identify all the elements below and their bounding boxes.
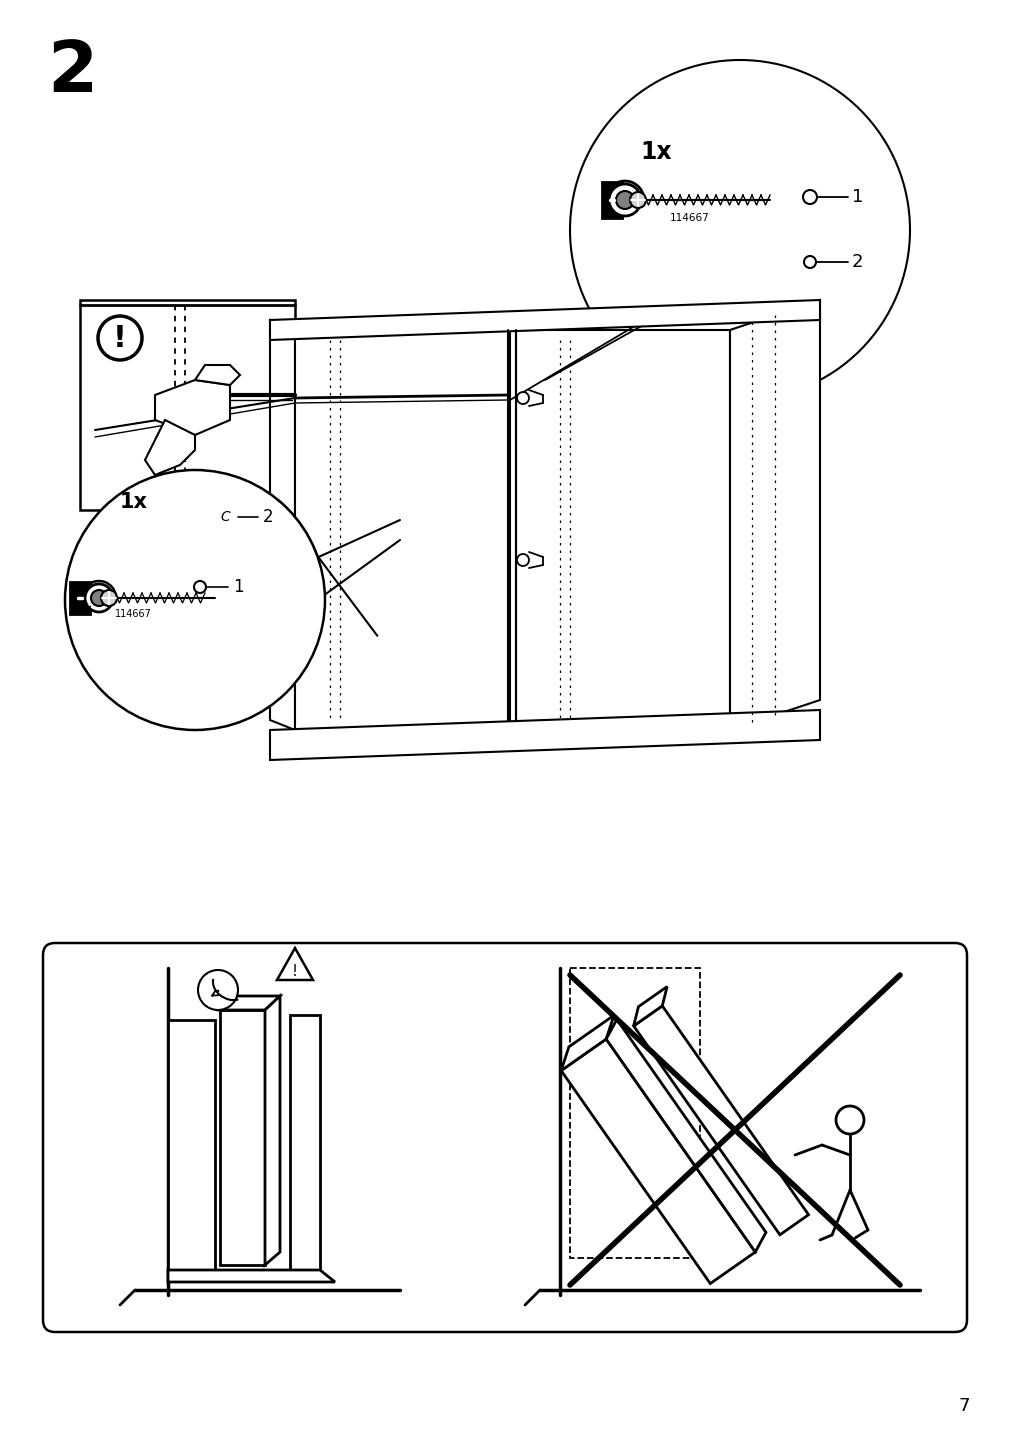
Polygon shape — [633, 987, 666, 1025]
Circle shape — [517, 392, 529, 404]
Text: 2: 2 — [47, 37, 97, 106]
Polygon shape — [168, 1270, 335, 1282]
Circle shape — [198, 969, 238, 1010]
FancyBboxPatch shape — [42, 944, 967, 1332]
Polygon shape — [145, 420, 195, 475]
Circle shape — [803, 256, 815, 268]
Polygon shape — [270, 299, 819, 339]
Circle shape — [835, 1106, 863, 1134]
Polygon shape — [270, 319, 295, 730]
Circle shape — [101, 590, 117, 606]
Polygon shape — [219, 997, 280, 1010]
Circle shape — [194, 581, 206, 593]
Text: 1x: 1x — [120, 493, 148, 513]
Polygon shape — [70, 581, 90, 614]
Polygon shape — [270, 710, 819, 760]
Circle shape — [802, 190, 816, 203]
Polygon shape — [295, 329, 510, 730]
Polygon shape — [560, 1015, 614, 1071]
FancyBboxPatch shape — [80, 299, 295, 510]
Text: 114667: 114667 — [669, 213, 709, 223]
Circle shape — [65, 470, 325, 730]
Polygon shape — [195, 365, 240, 385]
Polygon shape — [633, 1005, 808, 1234]
Text: 1: 1 — [851, 188, 862, 206]
Polygon shape — [265, 997, 280, 1264]
Polygon shape — [168, 1020, 214, 1270]
Polygon shape — [219, 1010, 265, 1264]
Text: C: C — [220, 510, 229, 524]
Polygon shape — [560, 1040, 754, 1283]
Polygon shape — [290, 1015, 319, 1270]
Circle shape — [569, 60, 909, 400]
Circle shape — [609, 183, 640, 216]
Circle shape — [616, 190, 633, 209]
Circle shape — [630, 192, 645, 208]
Text: !: ! — [113, 324, 126, 352]
Polygon shape — [602, 182, 622, 218]
Circle shape — [517, 554, 529, 566]
Text: ·: · — [214, 982, 221, 1001]
Text: !: ! — [292, 964, 297, 978]
Text: 1: 1 — [233, 579, 244, 596]
Text: 2: 2 — [851, 253, 862, 271]
Polygon shape — [155, 379, 229, 435]
Text: 1x: 1x — [639, 140, 671, 165]
Text: 114667: 114667 — [115, 609, 152, 619]
Polygon shape — [729, 299, 819, 730]
Polygon shape — [516, 329, 729, 730]
Text: 2: 2 — [263, 508, 273, 526]
Circle shape — [91, 590, 107, 606]
Polygon shape — [606, 1020, 765, 1252]
Circle shape — [85, 584, 113, 611]
Circle shape — [98, 316, 142, 359]
Text: 7: 7 — [957, 1398, 969, 1415]
